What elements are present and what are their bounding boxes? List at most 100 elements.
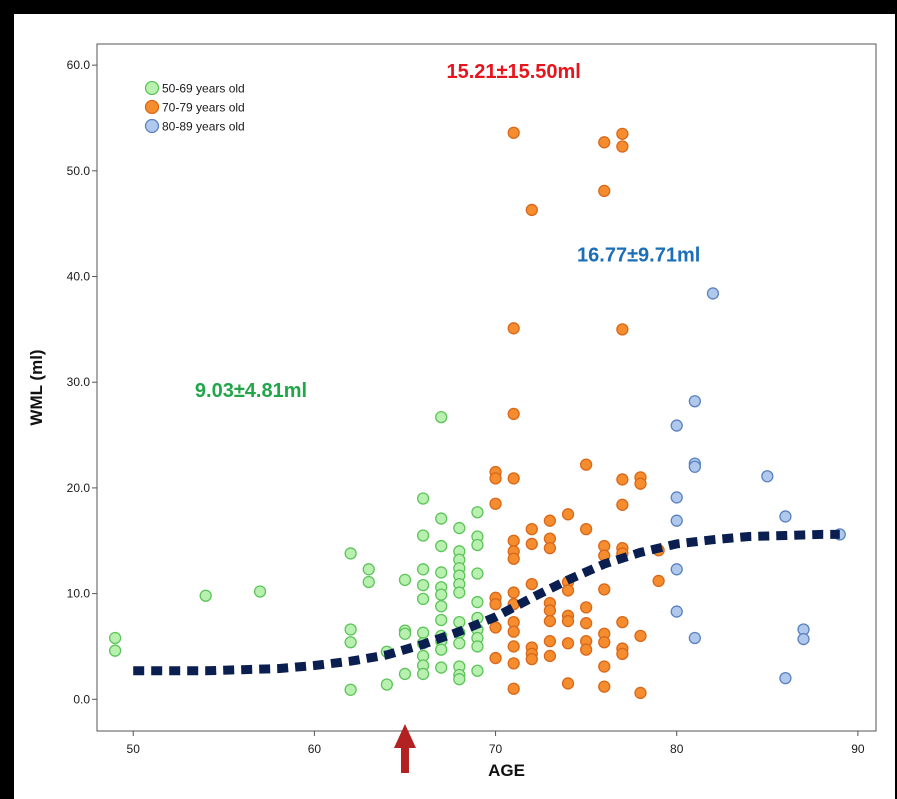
- data-point-s1-23: [525, 537, 538, 551]
- data-point-s2-12: [779, 672, 792, 685]
- data-point-s1-8: [507, 322, 520, 335]
- data-point-s1-61: [616, 473, 629, 486]
- data-point-s2-5: [688, 395, 701, 408]
- data-point-s2-9: [706, 287, 720, 300]
- data-point-s1-10: [507, 472, 520, 485]
- data-point-s1-56: [598, 660, 611, 673]
- data-point-s0-5: [344, 623, 357, 636]
- data-point-s0-50: [453, 673, 466, 686]
- data-point-s2-2: [670, 514, 683, 527]
- data-point-s0-28: [435, 539, 448, 553]
- scatter-chart: 0.0 10.0 20.0 30.0 40.0 50.0 60.0 50 60 70 80 90 AGE…: [27, 43, 877, 780]
- data-point-s1-71: [634, 686, 647, 700]
- y-tick-label-1: 10.0: [67, 587, 91, 601]
- x-tick-label-4: 90: [851, 742, 865, 756]
- legend-label-1: 70-79 years old: [162, 101, 245, 115]
- data-point-s2-3: [670, 563, 683, 576]
- data-point-s0-9: [362, 575, 375, 589]
- data-point-s0-33: [435, 613, 448, 627]
- data-point-s1-53: [598, 583, 611, 596]
- data-point-s0-54: [471, 567, 484, 580]
- data-point-s0-3: [253, 585, 267, 598]
- data-point-s1-65: [616, 615, 629, 629]
- data-point-s0-8: [362, 563, 375, 576]
- data-point-s1-42: [561, 677, 575, 690]
- marker-arrow-head: [393, 724, 416, 748]
- data-point-s1-13: [507, 552, 520, 565]
- data-point-s0-4: [344, 547, 357, 560]
- legend-marker-0: [144, 80, 160, 96]
- x-tick-label-3: 80: [670, 742, 684, 756]
- data-point-s2-4: [670, 605, 683, 618]
- data-point-s0-51: [471, 506, 484, 519]
- data-point-s0-12: [398, 573, 412, 587]
- data-point-s0-7: [344, 683, 357, 696]
- data-point-s2-7: [688, 460, 701, 473]
- data-point-s1-45: [579, 601, 593, 614]
- annotation-2: 9.03±4.81ml: [195, 380, 307, 402]
- data-point-s2-14: [797, 632, 810, 646]
- data-point-s1-2: [489, 497, 502, 510]
- data-point-s1-7: [507, 126, 520, 139]
- data-point-s0-47: [453, 637, 466, 650]
- legend-label-0: 50-69 years old: [162, 82, 245, 96]
- y-tick-label-2: 20.0: [67, 481, 91, 495]
- data-point-s1-18: [507, 640, 520, 653]
- data-point-s1-58: [616, 127, 629, 140]
- data-point-s1-36: [561, 508, 575, 521]
- data-point-s0-21: [416, 626, 430, 639]
- data-point-s1-60: [616, 323, 629, 336]
- data-point-s1-35: [543, 649, 557, 663]
- data-point-s0-55: [471, 595, 484, 609]
- data-point-s0-18: [416, 563, 430, 576]
- data-point-s0-6: [344, 636, 357, 649]
- data-point-s1-27: [525, 652, 538, 666]
- data-point-s1-44: [579, 522, 593, 536]
- data-point-s0-59: [471, 640, 484, 653]
- data-point-s1-46: [579, 617, 593, 630]
- data-point-s1-4: [489, 598, 502, 611]
- data-point-s0-25: [416, 667, 430, 681]
- x-tick-label-1: 60: [308, 742, 322, 756]
- data-point-s0-1: [108, 644, 122, 657]
- data-point-s1-59: [616, 140, 629, 153]
- data-point-s0-2: [199, 589, 212, 602]
- data-point-s0-37: [435, 661, 448, 674]
- x-tick-label-2: 70: [489, 742, 503, 756]
- data-point-s1-30: [543, 542, 557, 555]
- data-point-s1-24: [525, 577, 538, 591]
- data-point-s2-0: [670, 419, 683, 432]
- marker-arrow-shaft: [400, 746, 409, 773]
- data-point-s1-69: [634, 477, 647, 490]
- y-axis-title: WML (ml): [27, 349, 46, 425]
- data-point-s1-9: [507, 407, 520, 421]
- data-point-s2-1: [670, 491, 683, 504]
- data-point-s1-32: [543, 604, 557, 617]
- data-point-s2-8: [688, 631, 701, 645]
- data-point-s1-11: [507, 534, 520, 547]
- x-tick-label-0: 50: [127, 742, 141, 756]
- data-point-s1-1: [489, 472, 502, 485]
- data-point-s1-22: [525, 522, 538, 536]
- chart-frame: 0.0 10.0 20.0 30.0 40.0 50.0 60.0 50 60 70 80 90 AGE…: [14, 14, 895, 799]
- data-point-s0-31: [435, 588, 448, 601]
- data-point-s0-29: [435, 566, 448, 579]
- x-axis-title: AGE: [488, 761, 525, 780]
- data-point-s1-43: [579, 458, 593, 471]
- data-point-s1-17: [507, 625, 520, 638]
- data-point-s0-26: [435, 410, 448, 424]
- data-point-s1-28: [543, 514, 557, 527]
- data-point-s0-20: [416, 592, 430, 606]
- data-point-s1-6: [489, 651, 502, 665]
- chart-marks: 0.0 10.0 20.0 30.0 40.0 50.0 60.0 50 60 70 80 90 AGE…: [27, 58, 865, 780]
- data-point-s1-21: [525, 203, 538, 217]
- y-tick-label-4: 40.0: [67, 270, 91, 284]
- data-point-s0-19: [416, 578, 430, 592]
- data-point-s2-10: [761, 470, 774, 483]
- data-point-s0-36: [435, 643, 448, 656]
- annotation-1: 16.77±9.71ml: [577, 245, 700, 267]
- data-point-s0-27: [435, 512, 448, 525]
- data-point-s1-55: [598, 636, 611, 649]
- data-point-s1-38: [561, 584, 575, 597]
- data-point-s1-70: [634, 629, 647, 643]
